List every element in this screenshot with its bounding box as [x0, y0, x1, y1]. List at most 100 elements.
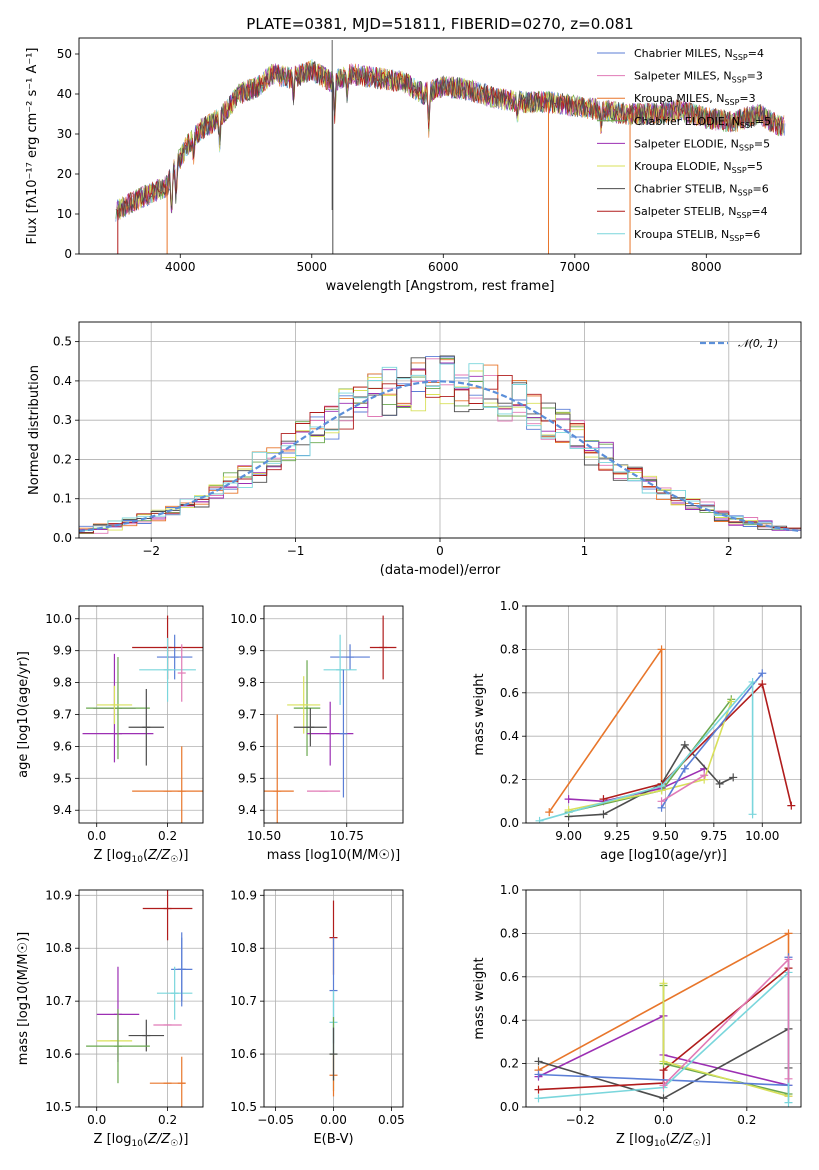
x-axis-label-part: Z [log [616, 1132, 654, 1147]
weight-marker [535, 816, 544, 823]
weight-line [603, 683, 793, 806]
y-tick-label: 9.4 [53, 803, 72, 817]
y-tick-label: 9.9 [53, 644, 72, 658]
legend-label-sub: SSP [740, 121, 755, 130]
axes-frame [263, 605, 404, 824]
x-axis-label-part: Z/Z [147, 1132, 171, 1147]
legend-label-sub: SSP [736, 211, 751, 220]
x-axis-label: Z [log10(Z/Z☉)] [94, 1132, 189, 1149]
axes-frame [78, 889, 204, 1108]
legend-label: Salpeter ELODIE, N [634, 137, 739, 150]
weight-marker [545, 808, 554, 817]
x-tick-label: −1 [287, 544, 305, 558]
panel-age_vs_mass: 10.50 10.75 9.4 9.5 9.6 9.7 9.8 9.9 10.0 mass [lo… [230, 605, 404, 863]
legend-label-tail: =3 [747, 70, 763, 83]
histogram-series [79, 370, 801, 531]
y-axis-label: mass weight [472, 673, 487, 755]
y-tick-label: 50 [57, 47, 72, 61]
y-tick-label: 10.6 [230, 1047, 257, 1061]
y-tick-label: 0.6 [500, 970, 519, 984]
y-tick-label: 0.0 [500, 1100, 519, 1114]
plot-spectrum [115, 40, 786, 254]
x-tick-label: 0.00 [320, 1113, 347, 1127]
x-axis-label-part: )] [701, 1132, 711, 1147]
spectrum-line [116, 61, 783, 216]
legend-entry: Kroupa MILES, NSSP=3 [634, 92, 756, 107]
panel-massweight_vs_Z: −0.2 0.0 0.2 0.0 0.2 0.4 0.6 0.8 1.0 Z [log10(Z/Z… [472, 883, 802, 1149]
y-tick-label: 20 [57, 167, 72, 181]
x-axis-label-part: ( [665, 1132, 670, 1147]
legend-entry: 𝒩(0, 1) [738, 337, 778, 350]
x-axis-label-part: ( [143, 848, 148, 863]
chart-panels: 4000 5000 6000 7000 800001020304050wavelengt… [16, 37, 802, 1149]
weight-marker [657, 782, 666, 791]
x-tick-label: 9.75 [700, 829, 727, 843]
weight-marker [659, 1094, 668, 1103]
x-axis-label-part: ☉ [693, 1139, 701, 1149]
plot-massweight_vs_Z [534, 929, 793, 1107]
panel-spectrum: 4000 5000 6000 7000 8000 0 10 20 30 40 50 wavelengt… [25, 37, 802, 294]
legend-label-sub: SSP [733, 53, 748, 62]
weight-marker [787, 801, 796, 810]
legend-label: Chabrier ELODIE, N [634, 115, 740, 128]
y-tick-label: 0.2 [500, 773, 519, 787]
x-tick-label: 4000 [165, 260, 196, 274]
normal-reference-curve [79, 380, 801, 533]
x-axis-label-part: ☉ [170, 855, 178, 865]
y-tick-label: 0.6 [500, 686, 519, 700]
weight-line [568, 744, 734, 818]
x-axis-label-part: Z [log [94, 1132, 132, 1147]
legend-label-sub: SSP [732, 76, 747, 85]
y-tick-label: 0.8 [500, 642, 519, 656]
y-tick-label: 10.9 [45, 888, 72, 902]
grid-mass_vs_Z [79, 890, 203, 1108]
weight-line [568, 701, 733, 811]
legend-entry: Kroupa ELODIE, NSSP=5 [634, 160, 763, 175]
weight-line [539, 681, 754, 822]
y-tick-label: 9.8 [53, 676, 72, 690]
figure-title: PLATE=0381, MJD=51811, FIBERID=0270, z=0… [246, 15, 633, 33]
legend-label-tail: =3 [739, 92, 755, 105]
legend-entry: Chabrier MILES, NSSP=4 [634, 47, 764, 62]
legend-label-tail: =5 [747, 160, 763, 173]
x-tick-label: 0.2 [158, 829, 177, 843]
y-tick-label: 9.7 [53, 708, 72, 722]
histogram-series [79, 363, 801, 532]
y-tick-label: 0.4 [53, 374, 72, 388]
axes-frame [263, 889, 404, 1108]
legend-label: Kroupa STELIB, N [634, 228, 729, 241]
weight-line [661, 774, 705, 802]
y-tick-label: 0.0 [500, 816, 519, 830]
y-tick-label: 1.0 [500, 599, 519, 613]
y-tick-label: 30 [57, 127, 72, 141]
weight-marker [729, 773, 738, 782]
x-tick-label: 9.50 [652, 829, 679, 843]
x-tick-label: 0.05 [378, 1113, 405, 1127]
y-tick-label: 10.5 [230, 1100, 257, 1114]
panel-mass_vs_EBV: −0.05 0.00 0.05 10.5 10.6 10.7 10.8 10.9 E(B-V) [230, 888, 404, 1147]
legend-label: Kroupa MILES, N [634, 92, 724, 105]
legend-label: Chabrier STELIB, N [634, 183, 738, 196]
x-tick-label: 10.00 [745, 829, 779, 843]
x-axis-label-part: 10 [654, 1139, 666, 1149]
y-tick-label: 10.0 [45, 612, 72, 626]
y-tick-label: 0.5 [53, 335, 72, 349]
panel-mass_vs_Z: 0.0 0.2 10.5 10.6 10.7 10.8 10.9 Z [log10(Z/Z☉)… [16, 888, 204, 1149]
x-tick-label: 6000 [428, 260, 459, 274]
legend-label: Salpeter STELIB, N [634, 205, 736, 218]
weight-marker [715, 779, 724, 788]
plot-age_vs_Z [82, 615, 203, 823]
x-axis-label: Z [log10(Z/Z☉)] [94, 848, 189, 865]
y-axis-label: mass [log10(M/M☉)] [16, 932, 31, 1065]
y-tick-label: 0 [64, 247, 72, 261]
y-tick-label: 0.2 [53, 452, 72, 466]
x-tick-label: −0.05 [257, 1113, 294, 1127]
x-tick-label: 0.0 [654, 1113, 673, 1127]
grid-age_vs_Z [79, 606, 203, 823]
x-tick-label: 8000 [691, 260, 722, 274]
x-axis-label: mass [log10(M/M☉)] [267, 848, 400, 863]
legend-label-sub: SSP [724, 98, 739, 107]
y-tick-label: 10.6 [45, 1047, 72, 1061]
legend-label: Chabrier MILES, N [634, 47, 733, 60]
